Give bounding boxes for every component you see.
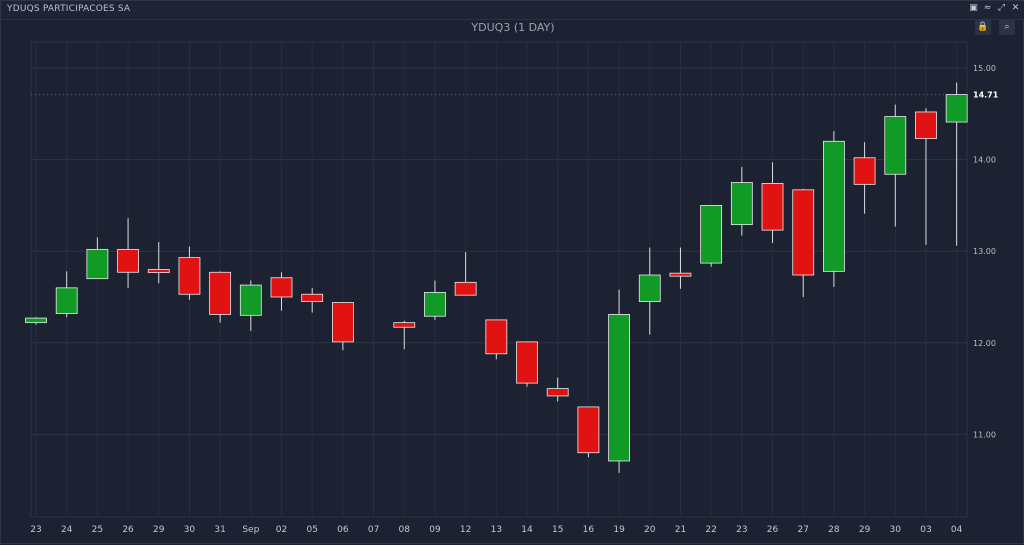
x-tick-label: 06 (337, 525, 349, 535)
candle-body (669, 272, 692, 277)
candle-body (239, 284, 262, 316)
x-tick-label: 02 (276, 525, 287, 535)
candle-body (485, 319, 508, 355)
candle-body (516, 341, 538, 384)
x-tick-label: 14 (521, 525, 533, 535)
candle-body (853, 157, 876, 185)
x-tick-label: 13 (491, 525, 502, 535)
zoom-icon: ⌕ (1004, 22, 1010, 32)
x-tick-label: 28 (828, 525, 840, 535)
x-tick-label: 22 (705, 525, 716, 535)
x-tick-label: Sep (242, 525, 259, 535)
candle-body (884, 116, 907, 175)
x-tick-label: 12 (460, 525, 471, 535)
x-tick-label: 24 (61, 525, 73, 535)
candle-body (454, 281, 477, 296)
candle-body (270, 277, 293, 298)
x-tick-label: 25 (92, 525, 103, 535)
candle-body (25, 317, 47, 324)
candle-body (393, 322, 416, 328)
candle-body (117, 248, 139, 273)
y-tick-label: 14.00 (973, 156, 996, 165)
x-tick-label: 27 (797, 525, 808, 535)
candle-body (730, 182, 753, 226)
window-icon[interactable]: ▣ (969, 3, 978, 13)
x-tick-label: 07 (368, 525, 379, 535)
y-tick-label: 13.00 (973, 247, 996, 256)
candle-body (178, 257, 201, 295)
x-tick-label: 23 (30, 525, 41, 535)
x-tick-label: 21 (675, 525, 686, 535)
expand-icon[interactable]: ⤢ (997, 3, 1006, 13)
candle-body (331, 302, 354, 343)
lock-button[interactable]: 🔒 (975, 19, 991, 35)
x-tick-label: 23 (736, 525, 747, 535)
x-tick-label: 19 (613, 525, 625, 535)
x-tick-label: 26 (122, 525, 134, 535)
zoom-button[interactable]: ⌕ (999, 19, 1015, 35)
candle-body (945, 94, 968, 123)
candle-body (301, 293, 324, 302)
candle-body (209, 271, 232, 315)
company-name: YDUQS PARTICIPACOES SA (7, 4, 131, 14)
candle-body (638, 274, 661, 302)
x-tick-label: 30 (890, 525, 902, 535)
candle-body (546, 388, 569, 397)
x-tick-label: 30 (184, 525, 196, 535)
x-tick-label: 20 (644, 525, 656, 535)
last-price-label: 14.71 (973, 91, 999, 100)
close-icon[interactable]: ✕ (1011, 3, 1020, 13)
x-tick-label: 03 (920, 525, 931, 535)
x-tick-label: 29 (859, 525, 871, 535)
candle-body (424, 292, 446, 317)
x-tick-label: 08 (399, 525, 411, 535)
lock-icon: 🔒 (977, 22, 989, 32)
candle-body (147, 269, 170, 273)
y-tick-label: 12.00 (973, 339, 996, 348)
candle-body (792, 189, 815, 276)
x-tick-label: 31 (214, 525, 225, 535)
candle-body (761, 183, 784, 231)
candle-body (55, 287, 78, 314)
x-tick-label: 04 (951, 525, 963, 535)
y-tick-label: 15.00 (973, 64, 996, 73)
x-tick-label: 05 (306, 525, 317, 535)
x-tick-label: 15 (552, 525, 563, 535)
x-tick-label: 09 (429, 525, 441, 535)
candle-body (86, 248, 109, 280)
candle-body (608, 314, 630, 462)
candle-body (577, 406, 600, 454)
chart-title: YDUQ3 (1 DAY) (471, 21, 555, 34)
candle-body (823, 140, 845, 272)
x-tick-label: 29 (153, 525, 165, 535)
y-tick-label: 11.00 (973, 430, 996, 439)
candle-body (915, 111, 937, 139)
candle-body (700, 204, 723, 264)
window-header: YDUQS PARTICIPACOES SA ▣ ≈ ⤢ ✕ (1, 1, 1024, 20)
settings-icon[interactable]: ≈ (983, 3, 992, 13)
x-tick-label: 26 (767, 525, 779, 535)
x-tick-label: 16 (583, 525, 595, 535)
window-toolbar: ▣ ≈ ⤢ ✕ (968, 3, 1021, 14)
plot-area (30, 41, 968, 518)
